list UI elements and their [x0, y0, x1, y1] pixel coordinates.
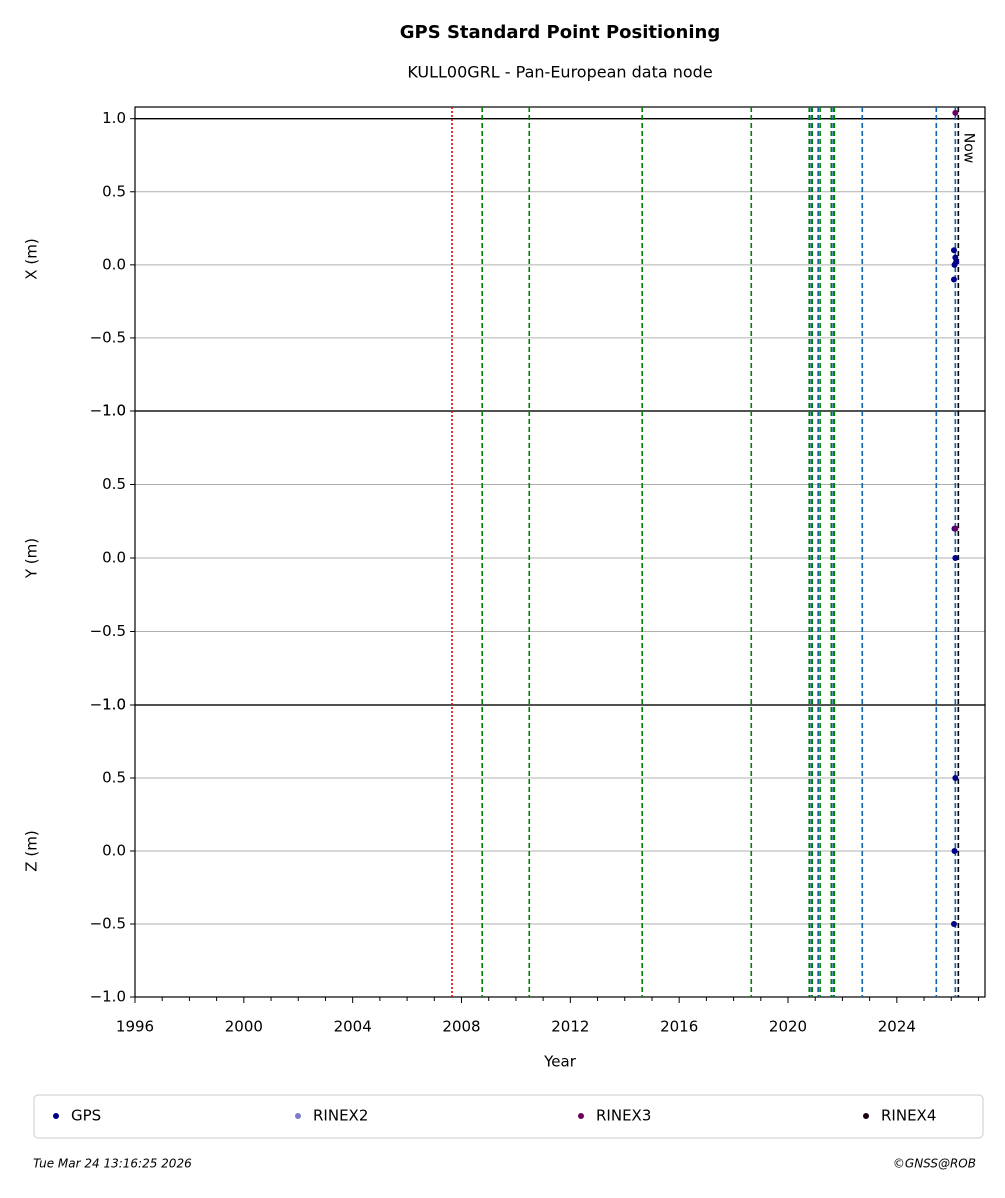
timestamp: Tue Mar 24 13:16:25 2026 — [33, 1157, 192, 1171]
legend-box — [33, 1094, 984, 1139]
data-point — [950, 276, 957, 283]
x-tick-label: 2012 — [551, 1018, 589, 1036]
x-tick-label: 2016 — [660, 1018, 698, 1036]
legend-label: RINEX3 — [596, 1107, 651, 1125]
legend-label: GPS — [71, 1107, 101, 1125]
legend-label: RINEX4 — [881, 1107, 936, 1125]
legend-label: RINEX2 — [313, 1107, 368, 1125]
x-tick-label: 2008 — [442, 1018, 480, 1036]
now-label: Now — [960, 133, 976, 164]
y-tick-label: −0.5 — [90, 328, 126, 346]
legend-marker — [53, 1113, 59, 1119]
data-point — [951, 848, 958, 854]
panel-frame — [134, 106, 986, 412]
y-tick-label: 0.5 — [102, 475, 126, 493]
y-axis-label: Y (m) — [23, 538, 41, 579]
y-tick-label: 0.0 — [102, 842, 126, 860]
y-tick-label: −1.0 — [90, 696, 126, 714]
y-tick-label: 0.0 — [102, 255, 126, 273]
x-axis-label: Year — [543, 1053, 577, 1071]
data-point — [952, 775, 959, 781]
x-tick-label: 2000 — [225, 1018, 263, 1036]
data-point — [950, 921, 957, 927]
credit: ©GNSS@ROB — [893, 1157, 976, 1171]
y-tick-label: 1.0 — [102, 402, 126, 420]
data-point — [950, 247, 957, 254]
legend-marker — [863, 1113, 869, 1119]
data-point — [952, 555, 959, 561]
y-tick-label: −0.5 — [90, 622, 126, 640]
y-tick-label: 1.0 — [102, 696, 126, 714]
y-tick-label: 0.5 — [102, 182, 126, 200]
data-point — [952, 109, 959, 116]
legend-marker — [295, 1113, 301, 1119]
y-axis-label: Z (m) — [23, 830, 41, 871]
x-tick-label: 2020 — [769, 1018, 807, 1036]
chart-title: GPS Standard Point Positioning — [400, 22, 720, 43]
x-tick-label: 2004 — [334, 1018, 372, 1036]
y-tick-label: 0.0 — [102, 549, 126, 567]
data-point — [951, 261, 958, 268]
x-tick-label: 1996 — [116, 1018, 154, 1036]
legend-marker — [578, 1113, 584, 1119]
y-tick-label: 0.5 — [102, 769, 126, 787]
y-tick-label: −0.5 — [90, 915, 126, 933]
panel-frame — [134, 704, 986, 998]
x-tick-label: 2024 — [878, 1018, 916, 1036]
y-axis-label: X (m) — [23, 238, 41, 279]
y-tick-label: −1.0 — [90, 988, 126, 1006]
y-tick-label: −1.0 — [90, 402, 126, 420]
chart-subtitle: KULL00GRL - Pan-European data node — [407, 63, 712, 82]
data-point — [952, 525, 959, 532]
y-tick-label: 1.0 — [102, 109, 126, 127]
